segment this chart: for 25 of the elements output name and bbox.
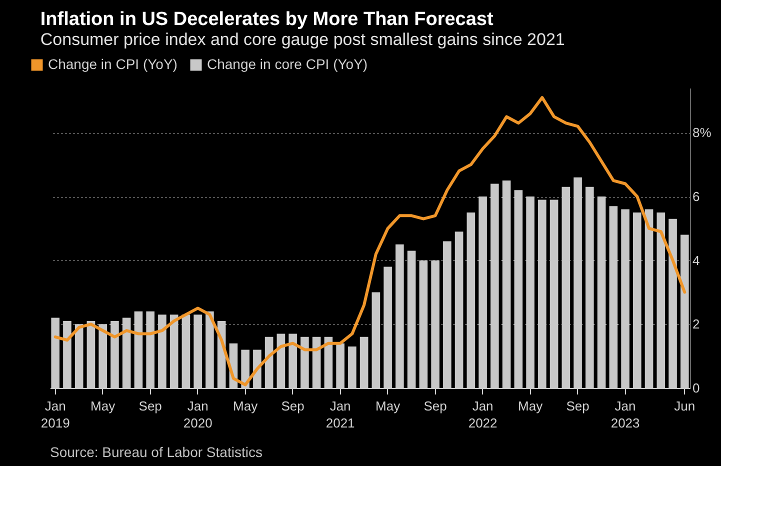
line-series (54, 96, 686, 386)
y-tick-label: 6 (692, 189, 700, 204)
chart-subtitle: Consumer price index and core gauge post smallest gains since 2021 (40, 30, 565, 49)
x-tick-label: Jan 2021 (326, 398, 355, 430)
x-tick-label: Sep (281, 398, 304, 414)
source-note: Source: Bureau of Labor Statistics (50, 444, 262, 460)
y-tick-label: 8% (692, 125, 712, 140)
x-tick-label: Jan 2020 (183, 398, 212, 430)
chart-title: Inflation in US Decelerates by More Than Forecast (40, 9, 494, 30)
y-tick-label: 0 (692, 380, 700, 396)
legend-label: Change in CPI (YoY) (48, 56, 178, 72)
x-tick-label: May (376, 398, 401, 414)
y-tick-label: 2 (692, 316, 700, 332)
y-tick-label: 4 (692, 252, 700, 268)
x-tick-label: Jan 2023 (610, 398, 640, 430)
x-tick-label: Sep (566, 398, 590, 414)
x-tick-label: May (518, 398, 544, 414)
x-tick-label: May (233, 398, 258, 414)
x-tick-label: Sep (138, 398, 162, 414)
x-tick-label: Jan 2019 (40, 398, 70, 430)
x-tick-label: Sep (424, 398, 447, 414)
x-tick-label: Jun (674, 398, 696, 414)
x-tick-label: Jan 2022 (468, 398, 498, 430)
x-tick-label: May (90, 398, 116, 414)
legend-label: Change in core CPI (YoY) (207, 56, 368, 72)
